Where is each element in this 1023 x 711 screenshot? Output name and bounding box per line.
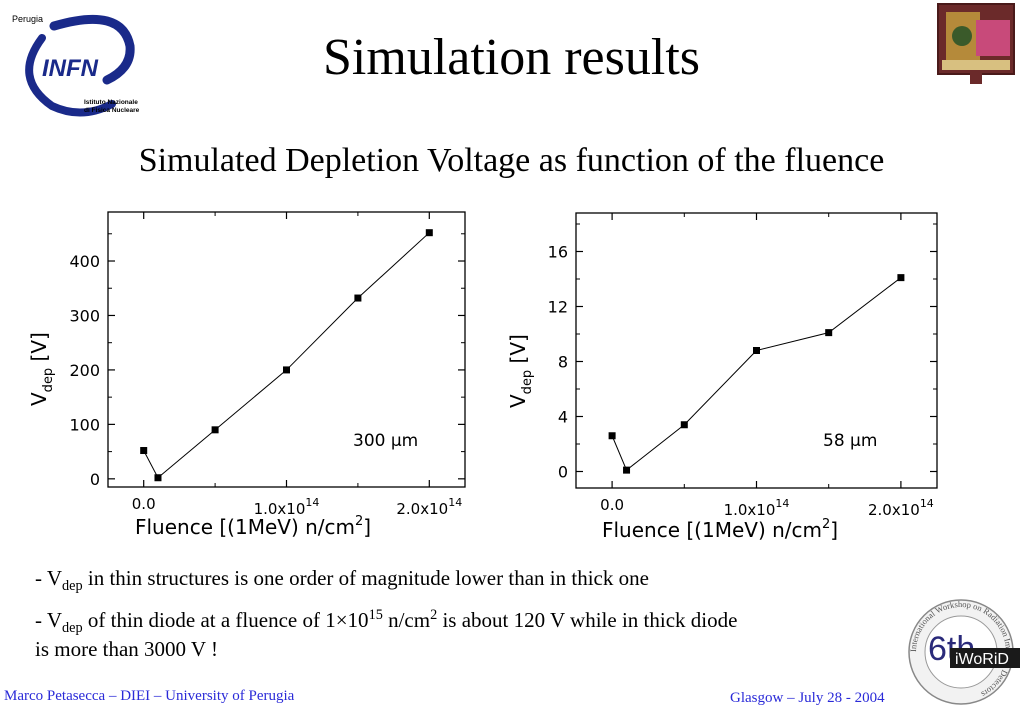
- annotation-thickness: 58 µm: [823, 431, 877, 451]
- data-point: [140, 447, 148, 455]
- x-tick-label: 2.0x1014: [868, 497, 934, 519]
- iworid-logo: International Workshop on Radiation Imag…: [902, 598, 1020, 706]
- data-point: [154, 474, 162, 482]
- note-2: - Vdep of thin diode at a fluence of 1×1…: [35, 607, 738, 662]
- y-axis-label: Vdep [V]: [27, 332, 56, 406]
- university-seal-logo: [932, 2, 1020, 86]
- footer-venue: Glasgow – July 28 - 2004: [730, 690, 885, 706]
- data-point: [425, 229, 433, 237]
- y-tick-label: 400: [69, 252, 100, 271]
- data-point: [211, 426, 219, 434]
- footer-author: Marco Petasecca – DIEI – University of P…: [4, 688, 295, 704]
- x-tick-label: 0.0: [600, 496, 624, 514]
- data-point: [897, 274, 905, 282]
- infn-line2: di Fisica Nucleare: [84, 107, 140, 114]
- data-point: [623, 466, 631, 474]
- y-axis-label: Vdep [V]: [506, 334, 535, 408]
- data-point: [608, 432, 616, 440]
- data-point: [825, 329, 833, 337]
- data-point: [680, 421, 688, 429]
- x-axis-label: Fluence [(1MeV) n/cm2]: [135, 514, 371, 539]
- note-1: - Vdep in thin structures is one order o…: [35, 566, 649, 595]
- y-tick-label: 4: [558, 408, 568, 427]
- chart-thin: 0 4 8 12 16 0.0 1.0x1014 2.0x1014 58 µm Fluence…: [506, 212, 938, 542]
- y-tick-label: 12: [548, 298, 568, 317]
- series-line: [143, 232, 430, 479]
- annotation-thickness: 300 µm: [353, 431, 418, 451]
- x-tick-label: 1.0x1014: [254, 496, 320, 518]
- x-tick-label: 1.0x1014: [724, 497, 790, 519]
- x-axis-label: Fluence [(1MeV) n/cm2]: [602, 517, 838, 542]
- y-tick-label: 8: [558, 353, 568, 372]
- infn-name: INFN: [42, 55, 99, 82]
- workshop-name: iWoRiD: [955, 651, 1009, 668]
- y-tick-label: 16: [548, 243, 568, 262]
- data-point: [354, 294, 362, 302]
- y-tick-label: 200: [69, 361, 100, 380]
- y-tick-label: 100: [69, 415, 100, 434]
- y-tick-label: 0: [558, 463, 568, 482]
- x-tick-label: 2.0x1014: [396, 496, 462, 518]
- series-line: [611, 277, 902, 471]
- y-tick-label: 300: [69, 306, 100, 325]
- infn-city: Perugia: [12, 14, 43, 24]
- data-point: [753, 347, 760, 354]
- infn-logo: Perugia INFN Istituto Nazionale di Fisic…: [12, 8, 152, 118]
- page-subtitle: Simulated Depletion Voltage as function …: [138, 142, 885, 179]
- data-point: [283, 366, 290, 374]
- x-tick-label: 0.0: [132, 495, 156, 513]
- page-title: Simulation results: [323, 29, 700, 86]
- infn-line1: Istituto Nazionale: [84, 99, 138, 106]
- y-tick-label: 0: [90, 470, 100, 489]
